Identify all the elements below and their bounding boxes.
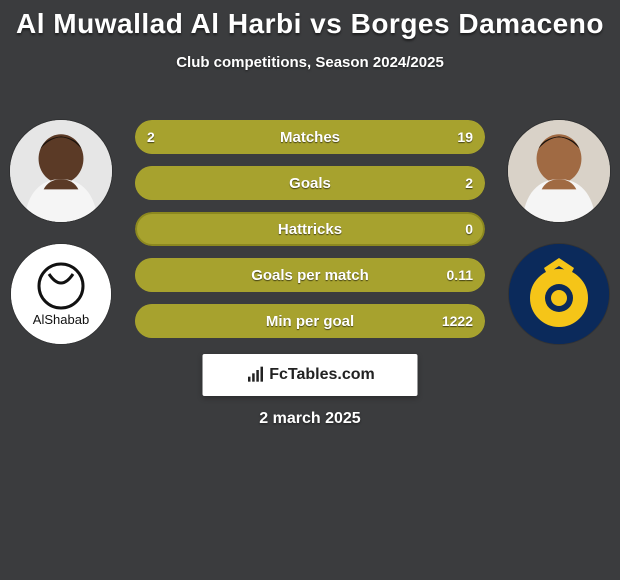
- stat-bars: Matches219Goals2Hattricks0Goals per matc…: [135, 120, 485, 350]
- right-player-avatar: [508, 120, 610, 222]
- page-title: Al Muwallad Al Harbi vs Borges Damaceno: [0, 0, 620, 40]
- svg-text:AlShabab: AlShabab: [33, 312, 89, 327]
- stat-right-value: 0: [465, 212, 473, 246]
- columns-wrap: AlShabab Matches219Goals2Hattricks0Goals…: [0, 120, 620, 350]
- stat-right-value: 0.11: [447, 258, 473, 292]
- stat-right-value: 1222: [442, 304, 473, 338]
- stat-label: Hattricks: [135, 212, 485, 246]
- brand-text: FcTables.com: [269, 366, 375, 384]
- match-date: 2 march 2025: [0, 410, 620, 428]
- stat-right-value: 2: [465, 166, 473, 200]
- right-club-logo: [509, 244, 609, 344]
- stat-row: Matches2 19: [135, 120, 485, 154]
- stat-label: Goals: [135, 166, 485, 200]
- left-player-avatar: [10, 120, 112, 222]
- brand-chart-icon: [245, 365, 265, 385]
- subtitle: Club competitions, Season 2024/2025: [0, 54, 620, 71]
- stat-row: Hattricks0: [135, 212, 485, 246]
- stat-label: Min per goal: [135, 304, 485, 338]
- comparison-card: Al Muwallad Al Harbi vs Borges Damaceno …: [0, 0, 620, 450]
- left-club-logo: AlShabab: [11, 244, 111, 344]
- brand-box: FcTables.com: [203, 354, 418, 396]
- stat-row: Min per goal1222: [135, 304, 485, 338]
- stat-label: Goals per match: [135, 258, 485, 292]
- right-column: [504, 120, 614, 344]
- stat-row: Goals2: [135, 166, 485, 200]
- stat-row: Goals per match0.11: [135, 258, 485, 292]
- stat-left-value: 2: [147, 120, 155, 154]
- stat-label: Matches: [135, 120, 485, 154]
- left-column: AlShabab: [6, 120, 116, 344]
- stat-right-value: 19: [457, 120, 473, 154]
